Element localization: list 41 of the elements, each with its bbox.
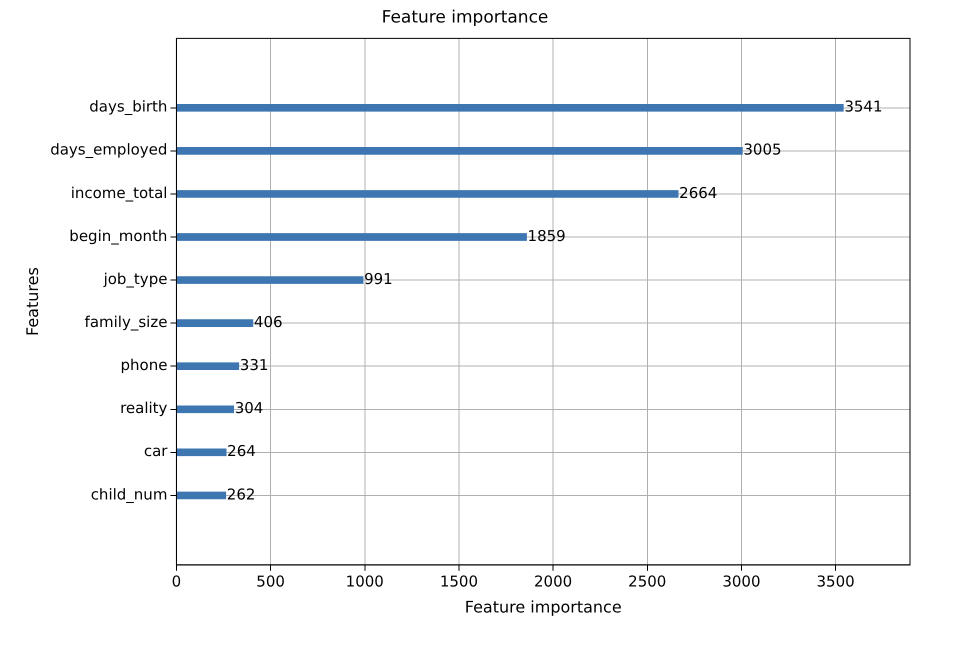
y-tick-label: phone — [120, 356, 168, 374]
y-tick-label: days_employed — [50, 140, 168, 159]
x-tick-label: 1000 — [346, 572, 384, 591]
bar — [176, 319, 254, 327]
chart-title: Feature importance — [382, 8, 548, 28]
x-tick-label: 1500 — [440, 572, 478, 591]
bar — [176, 448, 226, 456]
y-tick-label: job_type — [102, 270, 168, 288]
x-tick-label: 3500 — [816, 572, 855, 591]
x-tick-label: 2500 — [628, 572, 666, 591]
y-tick-label: days_birth — [89, 98, 168, 116]
y-tick-label: begin_month — [69, 226, 168, 245]
x-tick-label: 3000 — [722, 572, 761, 591]
x-tick-label: 2000 — [534, 572, 572, 591]
x-axis-title: Feature importance — [464, 598, 622, 617]
y-tick-label: family_size — [84, 313, 168, 332]
data-label: 991 — [364, 270, 393, 288]
y-tick-label: reality — [120, 399, 168, 418]
bar — [176, 492, 226, 500]
data-label: 264 — [227, 442, 256, 460]
data-label: 262 — [226, 485, 256, 504]
data-label: 3005 — [743, 140, 782, 159]
y-tick-label: income_total — [70, 184, 168, 202]
x-tick-label: 0 — [172, 572, 182, 591]
bar — [176, 276, 364, 284]
bar — [176, 362, 240, 370]
data-label: 3541 — [844, 98, 883, 116]
y-axis-title: Features — [22, 267, 42, 336]
bar — [176, 104, 844, 112]
bar — [176, 233, 527, 241]
data-label: 2664 — [679, 184, 718, 202]
y-tick-label: car — [144, 442, 168, 460]
data-label: 406 — [254, 313, 283, 332]
y-tick-label: child_num — [90, 485, 168, 504]
bar — [176, 190, 678, 198]
bar — [176, 147, 743, 155]
data-label: 1859 — [528, 226, 566, 245]
bar — [176, 405, 234, 414]
data-label: 304 — [234, 399, 264, 418]
data-label: 331 — [240, 356, 268, 374]
x-tick-label: 500 — [256, 572, 285, 591]
